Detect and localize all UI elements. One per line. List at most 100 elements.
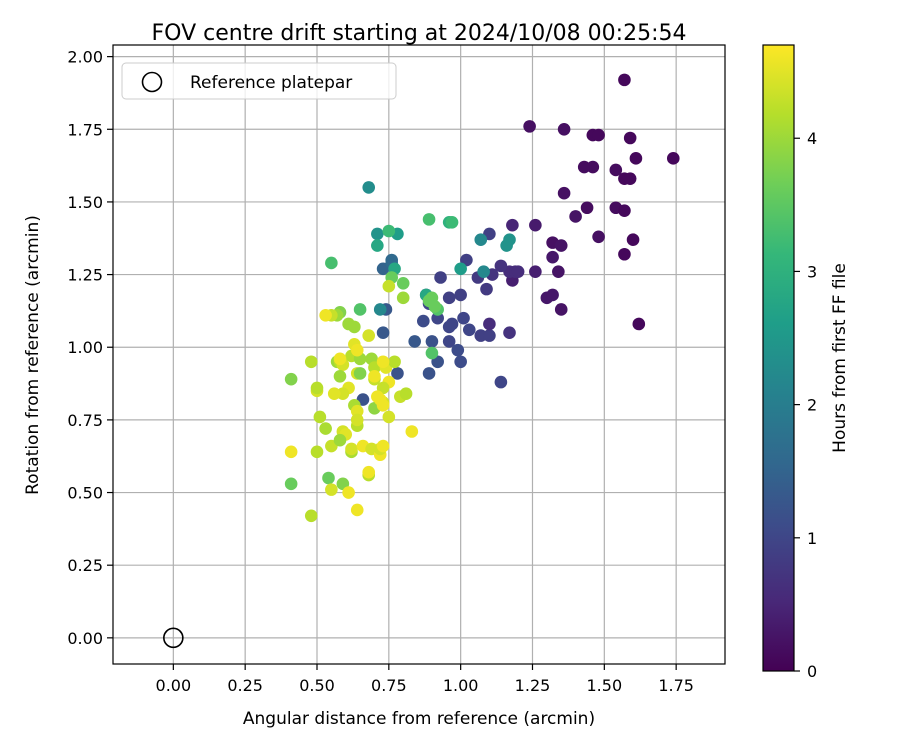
data-point bbox=[396, 291, 410, 305]
data-point bbox=[284, 445, 298, 459]
data-point bbox=[618, 247, 631, 261]
data-point bbox=[319, 422, 332, 435]
data-point bbox=[313, 410, 327, 424]
data-point bbox=[503, 326, 516, 340]
chart-title: FOV centre drift starting at 2024/10/08 … bbox=[152, 21, 687, 46]
data-point bbox=[457, 311, 470, 325]
data-point bbox=[422, 367, 436, 380]
data-point bbox=[322, 471, 335, 485]
data-point bbox=[333, 352, 347, 366]
data-point bbox=[554, 303, 568, 316]
data-point bbox=[348, 320, 361, 334]
data-point bbox=[325, 256, 338, 270]
colorbar-ticks: 0 1 2 3 4 bbox=[794, 129, 817, 681]
data-point bbox=[442, 335, 456, 348]
data-point bbox=[529, 218, 542, 232]
data-point bbox=[454, 288, 467, 302]
data-point bbox=[353, 367, 367, 380]
plot-frame bbox=[112, 44, 726, 665]
x-tick-label: 0.00 bbox=[156, 676, 192, 695]
data-point bbox=[368, 369, 381, 383]
colorbar-tick-label: 3 bbox=[807, 262, 817, 281]
data-point bbox=[474, 233, 488, 247]
data-point bbox=[325, 483, 338, 496]
colorbar: 0 1 2 3 4 Hours from first FF file bbox=[762, 44, 850, 681]
x-tick-label: 1.50 bbox=[587, 676, 623, 695]
y-tick-label: 1.00 bbox=[67, 338, 103, 357]
data-point bbox=[494, 259, 508, 273]
data-point bbox=[557, 186, 571, 200]
data-point bbox=[474, 329, 488, 342]
data-point bbox=[592, 128, 605, 142]
data-point bbox=[445, 215, 459, 229]
data-point bbox=[629, 152, 643, 165]
x-tick-label: 1.00 bbox=[443, 676, 479, 695]
legend-label: Reference platepar bbox=[190, 73, 352, 93]
data-point bbox=[319, 308, 332, 322]
y-tick-label: 0.00 bbox=[67, 629, 103, 648]
data-point bbox=[434, 271, 447, 284]
x-axis-ticks: 0.00 0.25 0.50 0.75 1.00 1.25 1.50 1.75 bbox=[156, 664, 694, 695]
data-point bbox=[618, 204, 631, 217]
data-point bbox=[388, 355, 401, 369]
y-axis-ticks: 0.00 0.25 0.50 0.75 1.00 1.25 1.50 1.75 2.00 bbox=[67, 48, 113, 648]
data-point bbox=[511, 265, 525, 278]
y-tick-label: 1.75 bbox=[67, 120, 103, 139]
legend-marker bbox=[141, 71, 163, 93]
data-point bbox=[454, 262, 467, 276]
colorbar-tick-label: 0 bbox=[807, 662, 817, 681]
x-tick-label: 1.75 bbox=[658, 676, 694, 695]
data-point bbox=[480, 282, 493, 296]
data-point bbox=[371, 239, 384, 252]
data-point bbox=[609, 163, 623, 177]
data-point bbox=[425, 335, 439, 348]
data-point bbox=[451, 343, 465, 357]
data-point bbox=[350, 503, 364, 517]
data-point bbox=[422, 213, 436, 226]
data-point bbox=[353, 303, 367, 316]
colorbar-label: Hours from first FF file bbox=[830, 263, 850, 453]
colorbar-tick-label: 2 bbox=[807, 396, 817, 415]
data-point bbox=[376, 355, 390, 369]
data-point bbox=[454, 355, 467, 369]
data-point bbox=[462, 323, 476, 337]
data-point bbox=[552, 265, 565, 278]
x-tick-label: 0.50 bbox=[299, 676, 335, 695]
data-point bbox=[304, 355, 318, 369]
colorbar-tick-label: 4 bbox=[807, 129, 817, 148]
data-point bbox=[417, 314, 430, 328]
data-point bbox=[428, 300, 442, 313]
colorbar-tick-label: 1 bbox=[807, 529, 817, 548]
x-tick-label: 1.25 bbox=[515, 676, 551, 695]
data-point bbox=[362, 465, 376, 479]
legend-box bbox=[121, 62, 397, 100]
data-point bbox=[623, 131, 637, 145]
reference-marker bbox=[163, 627, 184, 649]
data-point bbox=[483, 317, 496, 331]
data-point bbox=[442, 291, 456, 305]
data-point bbox=[304, 509, 318, 523]
data-point bbox=[371, 227, 384, 241]
data-point bbox=[345, 442, 358, 456]
data-point bbox=[483, 329, 496, 342]
data-point bbox=[586, 160, 600, 174]
x-tick-label: 0.25 bbox=[227, 676, 263, 695]
legend: Reference platepar bbox=[121, 62, 397, 100]
data-point bbox=[529, 265, 542, 278]
data-point bbox=[376, 399, 390, 412]
data-point bbox=[336, 387, 350, 401]
data-point bbox=[431, 311, 444, 325]
grid bbox=[113, 45, 725, 664]
data-point bbox=[342, 486, 355, 499]
data-point bbox=[405, 425, 419, 438]
data-point bbox=[546, 288, 559, 302]
data-point bbox=[425, 346, 439, 360]
data-point bbox=[494, 375, 508, 389]
y-tick-label: 1.50 bbox=[67, 193, 103, 212]
data-points bbox=[284, 73, 680, 523]
data-point bbox=[284, 477, 298, 491]
data-point bbox=[523, 120, 536, 133]
x-tick-label: 0.75 bbox=[371, 676, 407, 695]
data-point bbox=[382, 410, 396, 424]
